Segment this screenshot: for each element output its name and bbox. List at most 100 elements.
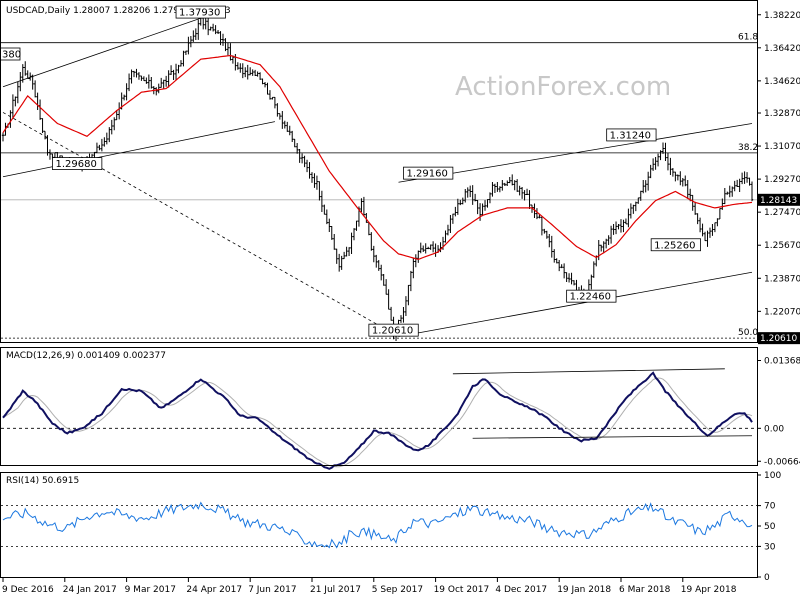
ohlc-bar bbox=[476, 200, 479, 215]
ohlc-bar bbox=[461, 197, 464, 205]
callout-box bbox=[606, 128, 657, 142]
ohlc-bar bbox=[266, 82, 269, 95]
callout-label: 1.29160 bbox=[406, 169, 447, 180]
ohlc-bar bbox=[696, 213, 699, 225]
ohlc-bar bbox=[189, 35, 193, 48]
ohlc-bar bbox=[567, 273, 571, 283]
ohlc-bar bbox=[179, 60, 183, 67]
callout-box bbox=[175, 5, 226, 19]
ohlc-bar bbox=[671, 168, 675, 177]
ohlc-bar bbox=[629, 203, 633, 219]
moving-average-line bbox=[2, 54, 753, 261]
ohlc-bar bbox=[100, 138, 104, 152]
time-tick-label: 7 Jun 2017 bbox=[248, 585, 296, 595]
ohlc-bar bbox=[723, 188, 727, 205]
ohlc-bar bbox=[424, 243, 427, 254]
ohlc-bar bbox=[501, 179, 504, 191]
rsi-panel: 100 70 50 30 0 bbox=[1, 471, 781, 583]
ohlc-bar bbox=[310, 172, 314, 183]
ohlc-bar bbox=[399, 315, 403, 323]
ohlc-bar bbox=[93, 151, 96, 158]
price-marker-box bbox=[758, 332, 800, 345]
ohlc-bar bbox=[125, 83, 128, 101]
ohlc-bar bbox=[669, 157, 672, 175]
ohlc-bar bbox=[229, 43, 232, 61]
price-tick-label: 1.32870 bbox=[764, 109, 800, 119]
ohlc-bar bbox=[592, 261, 595, 278]
ohlc-bar bbox=[654, 156, 657, 170]
ohlc-bar bbox=[449, 214, 452, 233]
callout-label: 1.31240 bbox=[610, 130, 651, 141]
price-tick-label: 1.23870 bbox=[764, 274, 800, 284]
callout-box bbox=[566, 289, 617, 303]
ohlc-bar bbox=[627, 208, 630, 228]
ohlc-bar bbox=[360, 198, 363, 212]
ohlc-bar bbox=[511, 174, 514, 186]
ohlc-bar bbox=[337, 253, 341, 272]
ohlc-bar bbox=[318, 181, 321, 201]
ohlc-bar bbox=[162, 79, 165, 90]
ohlc-bar bbox=[295, 142, 299, 154]
ohlc-bar bbox=[333, 233, 336, 250]
ohlc-bar bbox=[431, 241, 435, 253]
ohlc-bar bbox=[251, 69, 254, 76]
ohlc-bar bbox=[258, 72, 262, 80]
ohlc-bar bbox=[169, 65, 173, 75]
ohlc-bar bbox=[315, 175, 319, 190]
ohlc-bar bbox=[16, 81, 20, 104]
ohlc-bar bbox=[281, 111, 284, 129]
ohlc-bar bbox=[122, 94, 126, 101]
time-tick-label: 9 Dec 2016 bbox=[2, 585, 54, 595]
macd-signal-line bbox=[2, 377, 753, 468]
ohlc-bar bbox=[21, 64, 24, 83]
ohlc-bar bbox=[271, 96, 274, 100]
callout-label: 1.29680 bbox=[55, 159, 96, 170]
ohlc-bar bbox=[740, 172, 744, 185]
ohlc-bar bbox=[305, 159, 309, 173]
edge-callout-box bbox=[0, 47, 21, 61]
ohlc-bar bbox=[177, 64, 180, 74]
ohlc-bar bbox=[182, 50, 185, 67]
ohlc-bar bbox=[375, 254, 378, 268]
symbol-header: USDCAD,Daily 1.28007 1.28206 1.27916 1.2… bbox=[6, 6, 231, 16]
ohlc-bar bbox=[48, 149, 52, 160]
ohlc-bar bbox=[372, 245, 375, 263]
ohlc-bar bbox=[728, 185, 731, 198]
ohlc-bar bbox=[323, 204, 326, 215]
ohlc-bar bbox=[600, 244, 603, 252]
ohlc-bar bbox=[703, 231, 707, 242]
ohlc-bar bbox=[108, 127, 111, 143]
ohlc-bar bbox=[211, 23, 215, 32]
rsi-line bbox=[2, 501, 753, 549]
ohlc-bar bbox=[335, 248, 338, 264]
ohlc-bar bbox=[506, 180, 509, 187]
ohlc-bar bbox=[110, 119, 113, 135]
rsi-tick-label: 50 bbox=[764, 522, 776, 532]
callout-box bbox=[650, 238, 701, 252]
ohlc-bar bbox=[95, 142, 99, 153]
fib-label-38-2: 38.2 bbox=[738, 143, 758, 153]
ohlc-bar bbox=[113, 117, 116, 131]
ohlc-bar bbox=[518, 185, 521, 196]
ohlc-bar bbox=[540, 216, 544, 236]
ohlc-bar bbox=[738, 178, 741, 192]
price-callouts: 1.37930 1.29680 1.29160 1.31240 1.25260 1.224… bbox=[0, 5, 701, 337]
ohlc-bar bbox=[456, 198, 460, 215]
ohlc-bar bbox=[382, 273, 385, 286]
ohlc-bar bbox=[535, 208, 539, 220]
macd-tick-label: 0.00 bbox=[764, 424, 784, 434]
ohlc-bar bbox=[19, 71, 22, 92]
ohlc-bar bbox=[726, 191, 729, 195]
ohlc-bar bbox=[197, 19, 200, 40]
ohlc-bar bbox=[206, 15, 210, 36]
ohlc-bar bbox=[444, 230, 447, 243]
ohlc-bar bbox=[478, 203, 482, 221]
ohlc-bar bbox=[380, 264, 383, 281]
ohlc-bar bbox=[389, 306, 393, 321]
time-tick-label: 21 Jul 2017 bbox=[310, 585, 361, 595]
rsi-tick-label: 70 bbox=[764, 502, 776, 512]
ohlc-bar bbox=[28, 72, 32, 81]
ohlc-bar bbox=[308, 162, 311, 179]
callout-box bbox=[368, 323, 419, 337]
